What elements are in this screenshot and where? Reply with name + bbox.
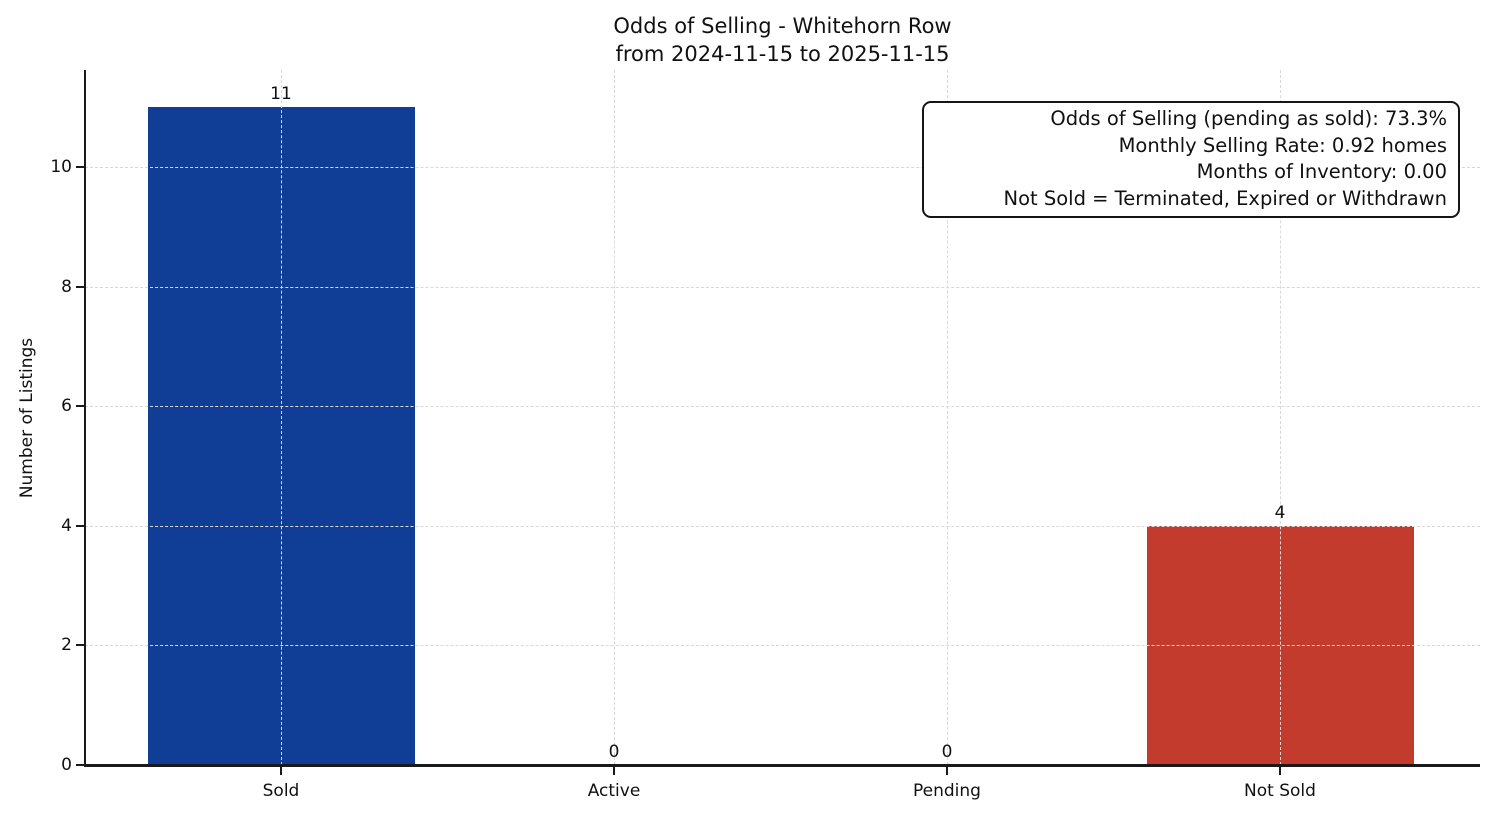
x-tick-mark bbox=[613, 767, 615, 775]
x-tick-label: Sold bbox=[262, 781, 300, 801]
y-tick-label: 8 bbox=[61, 276, 72, 297]
hgridline bbox=[85, 167, 1480, 168]
x-tick-mark bbox=[946, 767, 948, 775]
bar-value-label: 11 bbox=[270, 84, 292, 105]
y-axis-spine bbox=[84, 70, 86, 767]
vgridline bbox=[281, 70, 282, 765]
annotation-line-inventory: Months of Inventory: 0.00 bbox=[1196, 160, 1447, 183]
y-tick-label: 6 bbox=[61, 396, 72, 417]
x-axis-spine bbox=[84, 764, 1480, 767]
hgridline bbox=[85, 525, 1480, 527]
y-tick-mark bbox=[76, 166, 84, 168]
chart-title: Odds of Selling - Whitehorn Row bbox=[613, 14, 952, 38]
y-tick-mark bbox=[76, 644, 84, 647]
y-tick-mark bbox=[76, 405, 84, 408]
y-tick-mark bbox=[76, 285, 84, 288]
y-tick-label: 4 bbox=[61, 515, 72, 536]
annotation-line-not-sold-note: Not Sold = Terminated, Expired or Withdr… bbox=[1003, 186, 1447, 210]
y-tick-mark bbox=[76, 524, 84, 527]
x-tick-label: Pending bbox=[913, 781, 981, 801]
hgridline bbox=[85, 406, 1480, 408]
y-tick-mark bbox=[76, 764, 84, 766]
vgridline bbox=[947, 70, 948, 765]
x-tick-label: Not Sold bbox=[1244, 781, 1316, 801]
bar-value-label: 0 bbox=[941, 742, 953, 762]
chart-title-block: Odds of Selling - Whitehorn Row from 202… bbox=[85, 12, 1480, 68]
bar-value-label: 4 bbox=[1274, 502, 1286, 523]
x-tick-label: Active bbox=[587, 781, 641, 801]
x-tick-mark bbox=[1279, 767, 1281, 775]
y-tick-label: 10 bbox=[50, 157, 72, 177]
annotation-line-odds: Odds of Selling (pending as sold): 73.3% bbox=[1050, 107, 1447, 130]
annotation-line-monthly-rate: Monthly Selling Rate: 0.92 homes bbox=[1118, 133, 1447, 157]
x-tick-mark bbox=[280, 767, 282, 775]
vgridline bbox=[1280, 70, 1281, 765]
hgridline bbox=[85, 286, 1480, 288]
chart-subtitle: from 2024-11-15 to 2025-11-15 bbox=[615, 42, 950, 66]
vgridline bbox=[614, 70, 615, 765]
bar-value-label: 0 bbox=[608, 742, 620, 762]
stats-annotation-box: Odds of Selling (pending as sold): 73.3%… bbox=[922, 101, 1460, 218]
hgridline bbox=[85, 645, 1480, 647]
y-tick-label: 0 bbox=[61, 755, 72, 775]
y-tick-label: 2 bbox=[61, 635, 72, 656]
